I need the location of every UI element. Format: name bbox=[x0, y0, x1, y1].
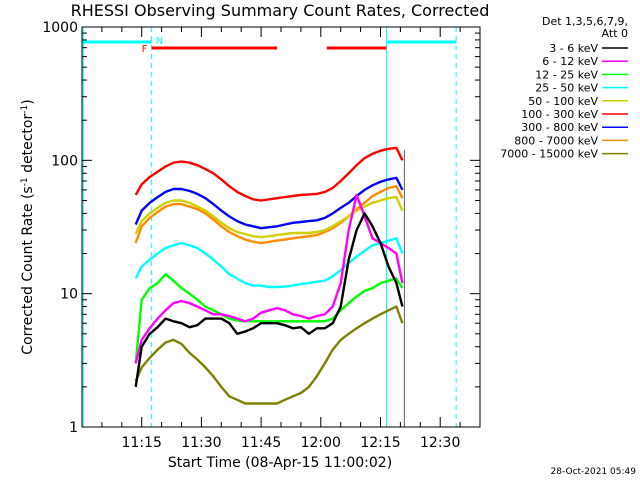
chart-title: RHESSI Observing Summary Count Rates, Co… bbox=[71, 1, 490, 20]
legend-label: 3 - 6 keV bbox=[549, 42, 598, 55]
plot-area: FN bbox=[82, 27, 457, 427]
x-tick-label: 12:30 bbox=[420, 435, 460, 451]
series-line-4 bbox=[134, 237, 404, 289]
flare-flag-label: F bbox=[142, 44, 148, 55]
x-tick-label: 12:15 bbox=[360, 435, 400, 451]
x-axis-label: Start Time (08-Apr-15 11:00:02) bbox=[168, 455, 392, 471]
legend-label: 12 - 25 keV bbox=[535, 68, 598, 81]
legend-label: 300 - 800 keV bbox=[521, 121, 598, 134]
legend-label: 25 - 50 keV bbox=[535, 82, 598, 95]
y-tick-label: 10 bbox=[60, 287, 78, 303]
series-line-8 bbox=[134, 184, 404, 245]
y-axis-label-part-1: Corrected Count Rate (s bbox=[20, 186, 36, 354]
x-axis: 11:15 11:30 11:45 12:00 12:15 12:30 bbox=[81, 27, 481, 451]
series-line-9 bbox=[134, 305, 404, 405]
legend-label: 7000 - 15000 keV bbox=[500, 148, 598, 161]
series-line-1 bbox=[134, 212, 404, 388]
y-axis-label-part-2: detector bbox=[20, 114, 36, 178]
y-tick-label: 1000 bbox=[42, 20, 78, 36]
y-tick-label: 100 bbox=[51, 153, 78, 169]
legend-label: 100 - 300 keV bbox=[521, 108, 598, 121]
y-axis: 1 10 100 1000 bbox=[42, 20, 480, 436]
x-tick-label: 11:30 bbox=[181, 435, 221, 451]
x-tick-label: 11:45 bbox=[241, 435, 281, 451]
y-axis-label: Corrected Count Rate (s-1 detector-1) bbox=[20, 99, 36, 354]
legend-header-line-1: Det 1,3,5,6,7,9, bbox=[542, 15, 628, 28]
series-line-6 bbox=[134, 146, 404, 202]
y-axis-label-exp-2: -1 bbox=[20, 105, 30, 114]
y-axis-label-part-3: ) bbox=[20, 99, 36, 104]
legend-label: 50 - 100 keV bbox=[528, 95, 598, 108]
series-line-3 bbox=[134, 273, 404, 364]
x-tick-label: 11:15 bbox=[122, 435, 162, 451]
timestamp: 28-Oct-2021 05:49 bbox=[551, 467, 637, 477]
legend-header-line-2: Att 0 bbox=[602, 27, 628, 40]
y-tick-label: 1 bbox=[69, 420, 78, 436]
series-line-7 bbox=[134, 176, 404, 230]
legend-label: 800 - 7000 keV bbox=[514, 134, 598, 147]
legend-label: 6 - 12 keV bbox=[542, 55, 598, 68]
series-line-5 bbox=[134, 195, 404, 239]
series-line-2 bbox=[134, 193, 404, 364]
x-tick-label: 12:00 bbox=[301, 435, 341, 451]
y-axis-label-exp-1: -1 bbox=[20, 177, 30, 186]
night-flag-label: N bbox=[156, 36, 163, 47]
